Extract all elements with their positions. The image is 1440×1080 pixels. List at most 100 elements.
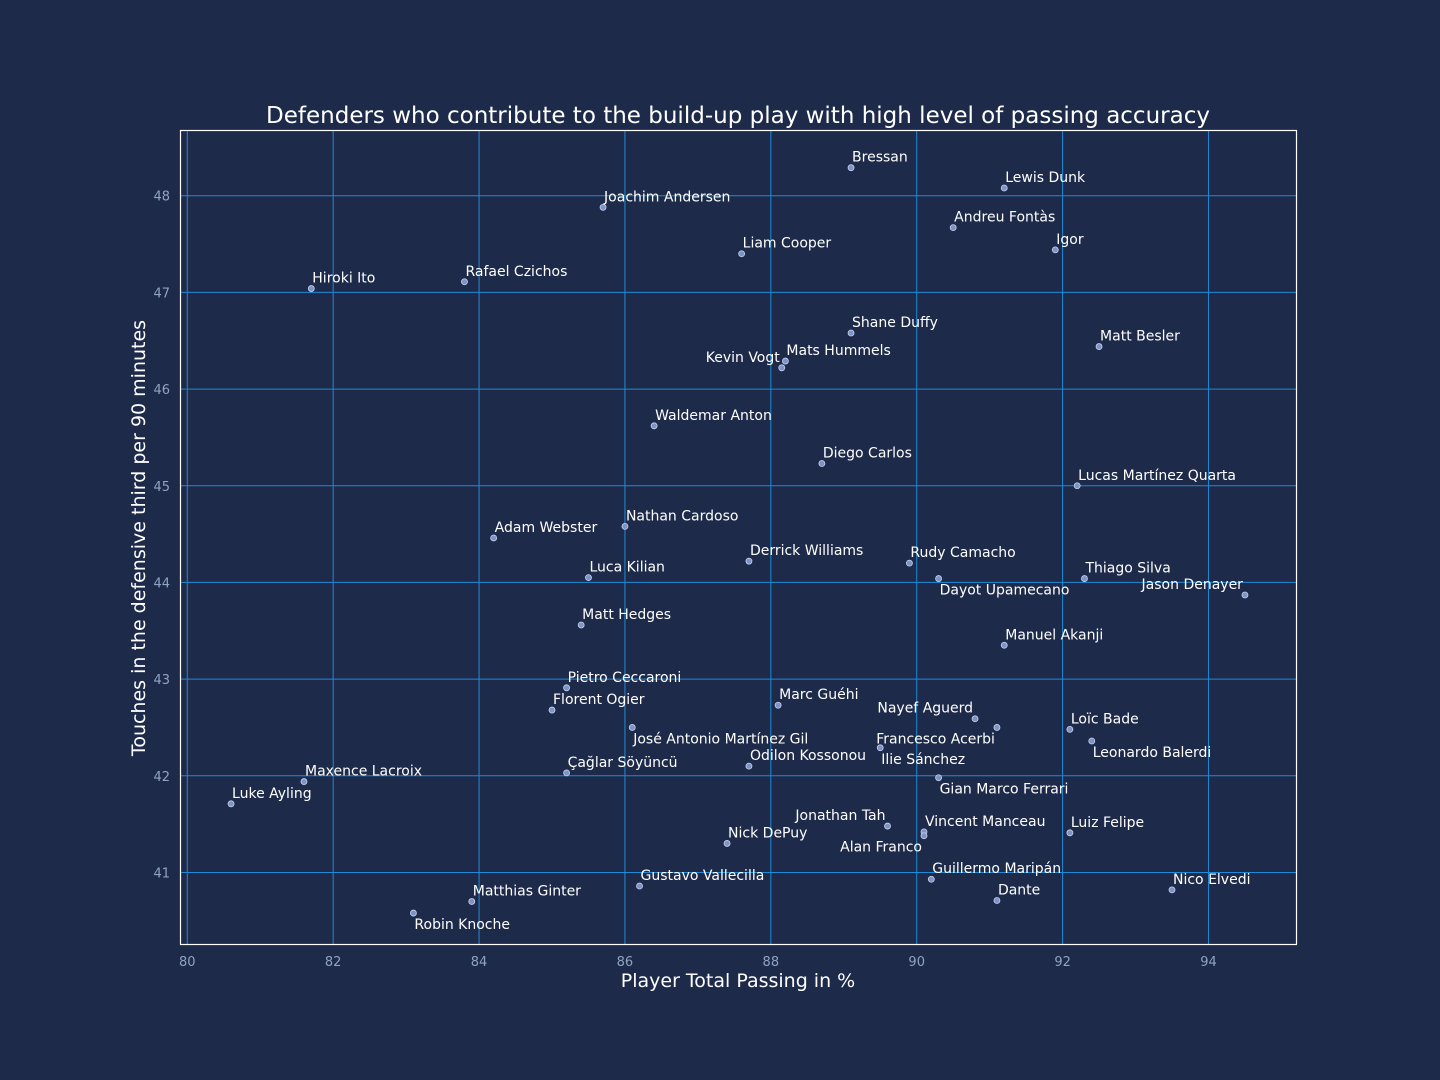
data-point — [920, 832, 928, 840]
data-point — [847, 164, 855, 172]
data-point — [577, 621, 585, 629]
point-label: Çağlar Söyüncü — [568, 755, 678, 771]
point-label: Manuel Akanji — [1005, 627, 1103, 643]
data-point — [1241, 591, 1249, 599]
x-tick-label: 86 — [617, 955, 634, 970]
data-point — [935, 575, 942, 582]
point-label: Rudy Camacho — [910, 545, 1015, 561]
data-point — [1088, 737, 1096, 745]
data-point — [935, 774, 942, 782]
data-point — [949, 224, 957, 232]
point-label: Derrick Williams — [750, 543, 863, 559]
point-label: Thiago Silva — [1084, 561, 1170, 577]
data-point — [745, 557, 753, 565]
data-point — [227, 800, 235, 808]
point-label: Dante — [998, 882, 1040, 898]
point-label: Matthias Ginter — [473, 883, 581, 899]
y-tick-label: 46 — [153, 383, 170, 398]
point-label: Waldemar Anton — [655, 408, 772, 424]
point-label: Maxence Lacroix — [305, 764, 422, 780]
data-point — [971, 715, 979, 723]
point-label: Alan Franco — [840, 840, 922, 856]
data-point — [650, 422, 658, 430]
point-label: Diego Carlos — [823, 446, 912, 462]
y-tick-label: 45 — [153, 480, 170, 495]
data-point — [468, 898, 476, 905]
data-point — [307, 285, 315, 292]
y-axis-label: Touches in the defensive third per 90 mi… — [128, 320, 150, 757]
point-label: Matt Besler — [1100, 329, 1180, 345]
point-label: Jason Denayer — [1141, 577, 1244, 593]
y-tick-label: 41 — [153, 866, 170, 881]
point-label: Igor — [1056, 232, 1084, 248]
data-point — [300, 778, 308, 785]
data-point — [1066, 829, 1074, 837]
point-label: Hiroki Ito — [312, 271, 375, 287]
x-tick-label: 88 — [763, 955, 780, 970]
point-label: Lewis Dunk — [1005, 170, 1086, 186]
point-label: Jonathan Tah — [794, 808, 885, 824]
data-point — [461, 278, 468, 286]
point-label: José Antonio Martínez Gil — [632, 731, 808, 747]
data-point — [490, 534, 498, 542]
y-tick-label: 42 — [153, 770, 170, 785]
point-label: Rafael Czichos — [465, 264, 567, 280]
point-label: Liam Cooper — [743, 236, 832, 252]
x-tick-label: 82 — [325, 955, 342, 970]
data-point — [993, 724, 1001, 731]
point-label: Kevin Vogt — [706, 350, 781, 366]
chart-title: Defenders who contribute to the build-up… — [266, 103, 1210, 129]
point-label: Florent Ogier — [553, 692, 645, 708]
point-label: Nico Elvedi — [1173, 872, 1251, 888]
x-tick-label: 90 — [908, 955, 925, 970]
point-label: Lucas Martínez Quarta — [1078, 468, 1236, 484]
data-point — [723, 840, 731, 847]
point-label: Pietro Ceccaroni — [568, 670, 682, 686]
point-label: Gustavo Vallecilla — [641, 868, 765, 884]
point-label: Leonardo Balerdi — [1093, 745, 1212, 761]
x-tick-label: 92 — [1054, 955, 1071, 970]
point-label: Nathan Cardoso — [626, 508, 739, 524]
data-point — [599, 203, 607, 211]
data-point — [621, 522, 629, 530]
point-label: Francesco Acerbi — [876, 731, 995, 747]
data-point — [818, 460, 826, 467]
data-point — [1081, 575, 1088, 582]
data-point — [628, 724, 636, 731]
tick-labels: 80 82 84 86 88 90 92 94 41 42 43 44 45 46 47 48 — [153, 190, 1216, 970]
x-axis-label: Player Total Passing in % — [621, 970, 855, 992]
data-point — [1095, 343, 1103, 350]
data-point — [563, 684, 570, 692]
point-label: Mats Hummels — [786, 343, 890, 359]
data-point — [906, 559, 913, 567]
point-label: Matt Hedges — [582, 607, 671, 623]
data-point — [876, 744, 884, 752]
data-point — [774, 701, 782, 709]
point-label: Odilon Kossonou — [750, 748, 866, 764]
data-point — [993, 897, 1001, 904]
data-point — [847, 329, 855, 337]
point-label: Nayef Aguerd — [877, 701, 973, 717]
x-tick-label: 80 — [179, 955, 196, 970]
data-point — [1000, 184, 1008, 192]
y-tick-label: 43 — [153, 673, 170, 688]
data-point — [1066, 725, 1074, 733]
point-label: Andreu Fontàs — [954, 210, 1055, 226]
data-point — [1051, 246, 1059, 254]
data-point — [782, 357, 789, 365]
x-tick-label: 84 — [471, 955, 488, 970]
y-tick-label: 47 — [153, 286, 170, 301]
y-tick-label: 44 — [153, 576, 170, 591]
point-label: Bressan — [852, 150, 908, 166]
point-label: Dayot Upamecano — [940, 583, 1070, 599]
point-label: Guillermo Maripán — [932, 861, 1061, 877]
point-label: Joachim Andersen — [603, 189, 730, 205]
data-point — [563, 769, 570, 777]
plot-frame — [179, 129, 1298, 946]
point-label: Luca Kilian — [589, 560, 664, 576]
point-label: Nick DePuy — [728, 825, 807, 841]
point-label: Vincent Manceau — [925, 814, 1045, 830]
x-tick-label: 94 — [1200, 955, 1217, 970]
data-point — [738, 250, 746, 258]
